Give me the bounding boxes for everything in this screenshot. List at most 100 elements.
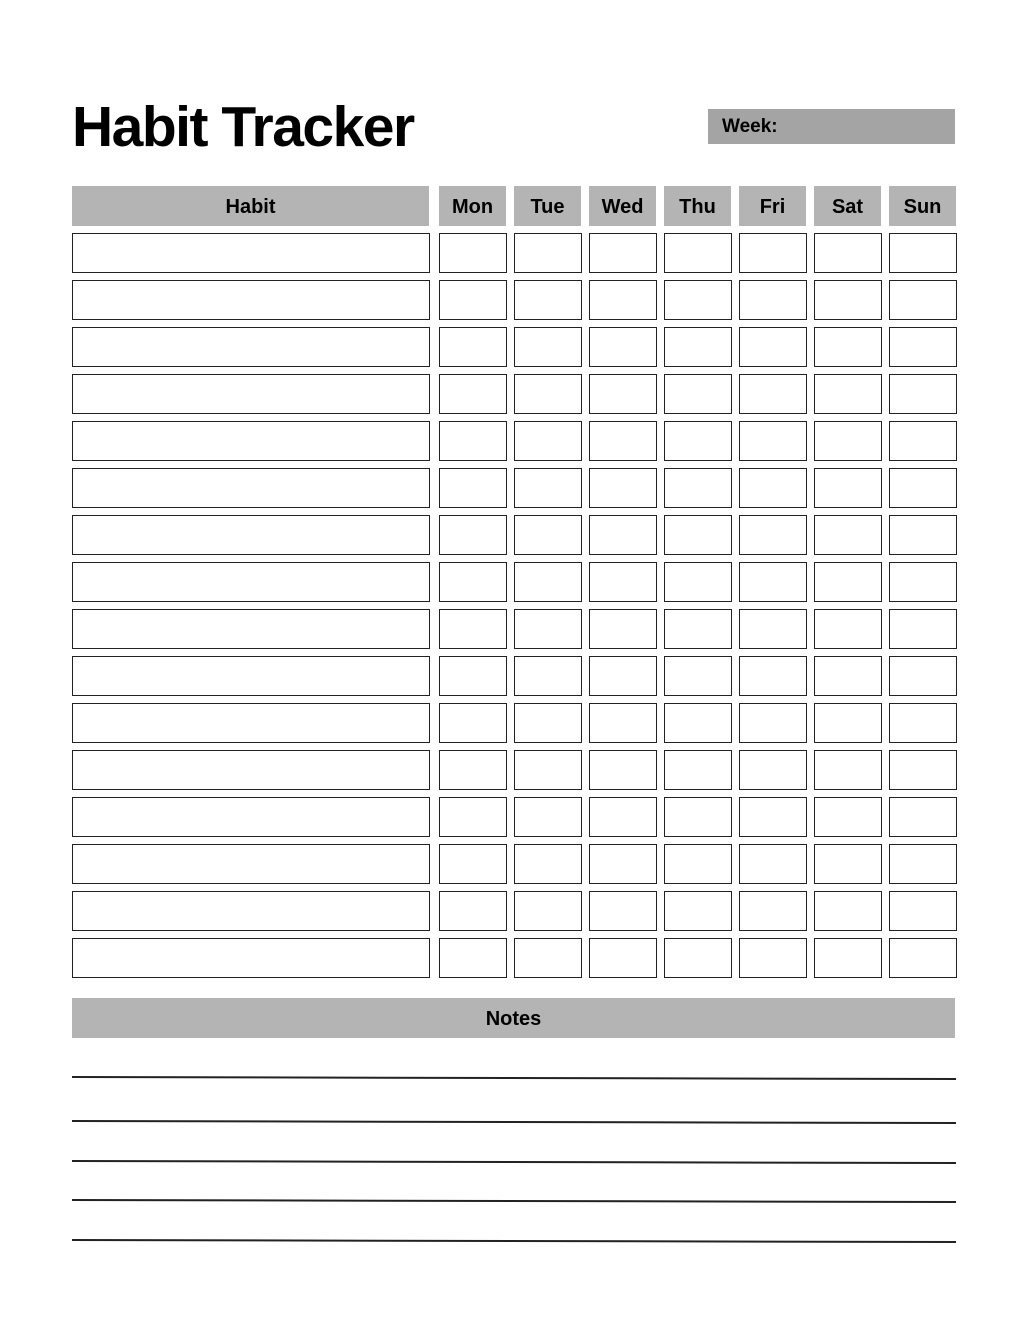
habit-name-cell[interactable] [72, 515, 430, 555]
check-cell-sat[interactable] [814, 891, 882, 931]
notes-line[interactable] [71, 1199, 956, 1203]
notes-line[interactable] [71, 1239, 956, 1243]
check-cell-tue[interactable] [514, 515, 582, 555]
check-cell-sun[interactable] [889, 327, 957, 367]
check-cell-thu[interactable] [664, 562, 732, 602]
check-cell-fri[interactable] [739, 515, 807, 555]
check-cell-tue[interactable] [514, 233, 582, 273]
check-cell-mon[interactable] [439, 797, 507, 837]
check-cell-sun[interactable] [889, 703, 957, 743]
check-cell-fri[interactable] [739, 656, 807, 696]
check-cell-mon[interactable] [439, 938, 507, 978]
check-cell-sat[interactable] [814, 327, 882, 367]
check-cell-wed[interactable] [589, 656, 657, 696]
check-cell-thu[interactable] [664, 703, 732, 743]
check-cell-thu[interactable] [664, 844, 732, 884]
check-cell-sat[interactable] [814, 233, 882, 273]
check-cell-fri[interactable] [739, 609, 807, 649]
week-field[interactable]: Week: [708, 109, 955, 144]
check-cell-wed[interactable] [589, 938, 657, 978]
check-cell-sun[interactable] [889, 374, 957, 414]
check-cell-tue[interactable] [514, 656, 582, 696]
check-cell-fri[interactable] [739, 891, 807, 931]
check-cell-mon[interactable] [439, 703, 507, 743]
habit-name-cell[interactable] [72, 938, 430, 978]
check-cell-sun[interactable] [889, 750, 957, 790]
check-cell-thu[interactable] [664, 374, 732, 414]
check-cell-sat[interactable] [814, 797, 882, 837]
check-cell-mon[interactable] [439, 233, 507, 273]
check-cell-wed[interactable] [589, 421, 657, 461]
check-cell-fri[interactable] [739, 468, 807, 508]
check-cell-tue[interactable] [514, 891, 582, 931]
check-cell-mon[interactable] [439, 327, 507, 367]
check-cell-fri[interactable] [739, 374, 807, 414]
check-cell-wed[interactable] [589, 515, 657, 555]
check-cell-wed[interactable] [589, 797, 657, 837]
check-cell-fri[interactable] [739, 280, 807, 320]
check-cell-fri[interactable] [739, 703, 807, 743]
check-cell-sun[interactable] [889, 891, 957, 931]
check-cell-tue[interactable] [514, 374, 582, 414]
check-cell-sun[interactable] [889, 233, 957, 273]
habit-name-cell[interactable] [72, 656, 430, 696]
check-cell-wed[interactable] [589, 468, 657, 508]
check-cell-thu[interactable] [664, 797, 732, 837]
check-cell-sun[interactable] [889, 656, 957, 696]
check-cell-sat[interactable] [814, 609, 882, 649]
check-cell-mon[interactable] [439, 468, 507, 508]
check-cell-thu[interactable] [664, 421, 732, 461]
check-cell-fri[interactable] [739, 797, 807, 837]
check-cell-mon[interactable] [439, 280, 507, 320]
check-cell-fri[interactable] [739, 233, 807, 273]
check-cell-mon[interactable] [439, 562, 507, 602]
check-cell-mon[interactable] [439, 421, 507, 461]
check-cell-wed[interactable] [589, 562, 657, 602]
check-cell-sat[interactable] [814, 280, 882, 320]
check-cell-tue[interactable] [514, 468, 582, 508]
check-cell-sat[interactable] [814, 938, 882, 978]
check-cell-fri[interactable] [739, 421, 807, 461]
habit-name-cell[interactable] [72, 891, 430, 931]
habit-name-cell[interactable] [72, 421, 430, 461]
habit-name-cell[interactable] [72, 233, 430, 273]
check-cell-thu[interactable] [664, 327, 732, 367]
check-cell-sun[interactable] [889, 515, 957, 555]
check-cell-tue[interactable] [514, 609, 582, 649]
check-cell-wed[interactable] [589, 374, 657, 414]
check-cell-thu[interactable] [664, 750, 732, 790]
check-cell-mon[interactable] [439, 656, 507, 696]
check-cell-sat[interactable] [814, 656, 882, 696]
check-cell-tue[interactable] [514, 844, 582, 884]
check-cell-sun[interactable] [889, 468, 957, 508]
check-cell-sat[interactable] [814, 844, 882, 884]
check-cell-sat[interactable] [814, 374, 882, 414]
check-cell-fri[interactable] [739, 327, 807, 367]
check-cell-tue[interactable] [514, 421, 582, 461]
check-cell-sat[interactable] [814, 750, 882, 790]
check-cell-sat[interactable] [814, 421, 882, 461]
check-cell-tue[interactable] [514, 750, 582, 790]
check-cell-sun[interactable] [889, 844, 957, 884]
check-cell-wed[interactable] [589, 891, 657, 931]
notes-line[interactable] [71, 1076, 956, 1080]
check-cell-thu[interactable] [664, 468, 732, 508]
check-cell-sun[interactable] [889, 421, 957, 461]
check-cell-wed[interactable] [589, 844, 657, 884]
check-cell-mon[interactable] [439, 891, 507, 931]
habit-name-cell[interactable] [72, 280, 430, 320]
check-cell-wed[interactable] [589, 750, 657, 790]
check-cell-thu[interactable] [664, 938, 732, 978]
habit-name-cell[interactable] [72, 374, 430, 414]
check-cell-fri[interactable] [739, 938, 807, 978]
check-cell-sun[interactable] [889, 609, 957, 649]
check-cell-wed[interactable] [589, 280, 657, 320]
check-cell-thu[interactable] [664, 656, 732, 696]
check-cell-sat[interactable] [814, 468, 882, 508]
check-cell-tue[interactable] [514, 562, 582, 602]
habit-name-cell[interactable] [72, 750, 430, 790]
check-cell-tue[interactable] [514, 280, 582, 320]
check-cell-wed[interactable] [589, 233, 657, 273]
check-cell-fri[interactable] [739, 844, 807, 884]
check-cell-thu[interactable] [664, 515, 732, 555]
